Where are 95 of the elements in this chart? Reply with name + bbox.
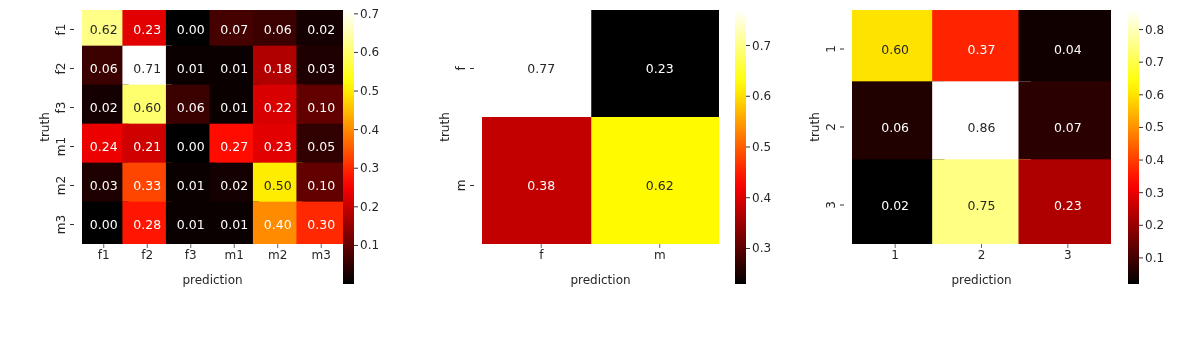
data-label: 0.27 — [220, 139, 249, 154]
data-label: 0.06 — [176, 100, 205, 115]
data-label: 0.01 — [220, 100, 249, 115]
data-label: 0.33 — [133, 178, 162, 193]
x-tick-label: f3 — [184, 247, 197, 262]
data-label: 0.86 — [967, 119, 996, 135]
x-axis-title: prediction — [570, 273, 631, 287]
data-label: 0.75 — [967, 197, 996, 213]
color-bar-label: 0.6 — [752, 89, 772, 104]
color-bar-label: 0.1 — [360, 238, 380, 253]
data-label: 0.18 — [263, 61, 292, 76]
y-tick-label: m1 — [54, 136, 68, 157]
data-label: 0.06 — [263, 22, 292, 37]
data-label: 0.22 — [263, 100, 292, 115]
y-axis-title: truth — [38, 112, 53, 142]
data-label: 0.23 — [263, 139, 292, 154]
y-tick-label: 1 — [824, 45, 838, 53]
color-bar-label: 0.4 — [752, 190, 772, 205]
data-label: 0.00 — [176, 22, 205, 37]
color-bar-label: 0.3 — [360, 161, 380, 176]
color-bar-label: 0.5 — [360, 84, 380, 99]
color-bar-label: 0.4 — [1145, 153, 1165, 168]
x-tick-label: m — [653, 247, 666, 262]
x-tick-label: m2 — [268, 247, 288, 262]
color-bar-label: 0.2 — [360, 199, 380, 214]
data-label: 0.23 — [133, 22, 162, 37]
data-label: 0.60 — [133, 100, 162, 115]
y-tick-label: f3 — [54, 101, 68, 114]
color-bar-label: 0.6 — [1145, 87, 1165, 102]
data-label: 0.05 — [307, 139, 336, 154]
data-label: 0.00 — [89, 217, 118, 232]
color-bar-label: 0.2 — [1145, 218, 1165, 233]
data-label: 0.21 — [133, 139, 162, 154]
data-label: 0.01 — [220, 217, 249, 232]
data-label: 0.77 — [527, 61, 556, 76]
color-bar-label: 0.7 — [752, 38, 772, 53]
x-tick-label: m3 — [311, 247, 331, 262]
y-axis-title: truth — [808, 112, 823, 142]
y-tick-label: f1 — [54, 23, 68, 36]
data-label: 0.23 — [1053, 197, 1082, 213]
data-label: 0.03 — [89, 178, 118, 193]
color-bar-label: 0.7 — [1145, 55, 1165, 70]
y-tick-label: 3 — [824, 201, 838, 209]
data-label: 0.01 — [220, 61, 249, 76]
x-tick-label: 2 — [977, 247, 986, 262]
data-label: 0.04 — [1053, 41, 1082, 57]
data-label: 0.02 — [881, 197, 910, 213]
color-bar-label: 0.5 — [1145, 120, 1165, 135]
color-bar-label: 0.4 — [360, 122, 380, 137]
data-label: 0.10 — [307, 178, 336, 193]
data-label: 0.28 — [133, 217, 162, 232]
x-tick-label: m1 — [224, 247, 244, 262]
color-bar-label: 0.3 — [752, 241, 772, 256]
data-label: 0.01 — [176, 178, 205, 193]
data-label: 0.30 — [307, 217, 336, 232]
data-label: 0.62 — [645, 178, 674, 193]
x-tick-label: 1 — [891, 247, 899, 262]
data-label: 0.38 — [527, 178, 556, 193]
y-axis-title: truth — [438, 112, 453, 142]
color-bar-label: 0.1 — [1145, 250, 1165, 265]
x-tick-label: f2 — [141, 247, 154, 262]
data-label: 0.02 — [89, 100, 118, 115]
data-label: 0.10 — [307, 100, 336, 115]
data-label: 0.60 — [881, 41, 910, 57]
data-label: 0.01 — [176, 61, 205, 76]
data-label: 0.37 — [967, 41, 996, 57]
x-tick-label: 3 — [1064, 247, 1072, 262]
data-label: 0.07 — [220, 22, 249, 37]
x-tick-label: f — [539, 247, 545, 262]
data-label: 0.01 — [176, 217, 205, 232]
data-label: 0.06 — [89, 61, 118, 76]
data-label: 0.02 — [307, 22, 336, 37]
data-label: 0.71 — [133, 61, 162, 76]
x-axis-title: prediction — [951, 273, 1012, 287]
x-tick-label: f1 — [97, 247, 110, 262]
x-axis-title: prediction — [182, 273, 243, 287]
y-tick-label: f2 — [54, 62, 68, 75]
y-tick-label: m2 — [54, 175, 68, 196]
color-bar-label: 0.5 — [752, 140, 772, 154]
data-label: 0.50 — [263, 178, 292, 193]
data-label: 0.03 — [307, 61, 336, 76]
data-label: 0.02 — [220, 178, 249, 193]
color-bar-label: 0.7 — [360, 6, 380, 21]
data-label: 0.40 — [263, 217, 292, 232]
color-bar-label: 0.3 — [1145, 185, 1165, 200]
color-bar-label: 0.8 — [1145, 22, 1165, 37]
y-tick-label: m3 — [54, 214, 68, 235]
data-label: 0.23 — [645, 61, 674, 76]
data-label: 0.06 — [881, 119, 910, 135]
data-label: 0.00 — [176, 139, 205, 154]
data-label: 0.24 — [89, 139, 118, 154]
y-tick-label: 2 — [824, 123, 838, 131]
data-label: 0.62 — [89, 22, 118, 37]
color-bar-label: 0.6 — [360, 45, 380, 60]
data-label: 0.07 — [1053, 119, 1082, 135]
